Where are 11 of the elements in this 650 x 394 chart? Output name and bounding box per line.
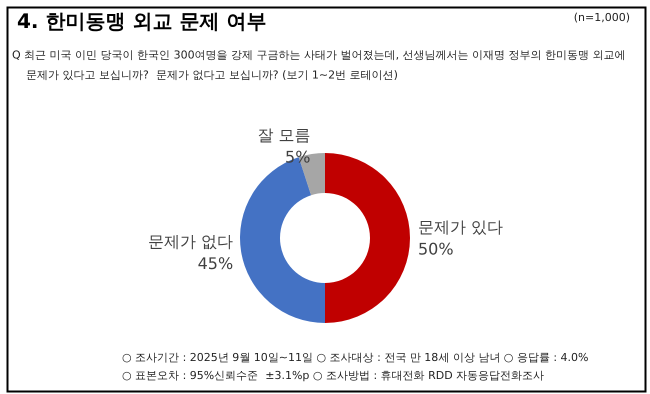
data-label: 5% [285,148,310,167]
text: Q 최근 미국 이민 당국이 한국인 300여명을 강제 구금하는 사태가 벌어졌는데, 선생님께서는 이재명 정부의 한미동맹 외교에 문제가 있다고 보십니까? 문제가 없다고 보십니까? (보기 1~2번 로테이션) [12,48,626,82]
chart-title: 4. 한미동맹 외교 문제 여부 [17,9,266,33]
slice-label: 문제가 없다 [148,232,234,252]
text: (n=1,000) [574,11,630,24]
slice-label: 잘 모름 [257,126,310,145]
text: ○ 조사기간 : 2025년 9월 10일~11일 ○ 조사대상 : 전국 만 18세 이상 남녀 ○ 응답률 : 4.0% [122,351,589,364]
data-label: 45% [198,254,234,274]
data-label: 50% [418,240,454,258]
text: ○ 표본오차 : 95%신뢰수준 ±3.1%p ○ 조사방법 : 휴대전화 RDD 자동응답전화조사 [122,369,544,382]
slice-label: 문제가 있다 [418,218,504,236]
